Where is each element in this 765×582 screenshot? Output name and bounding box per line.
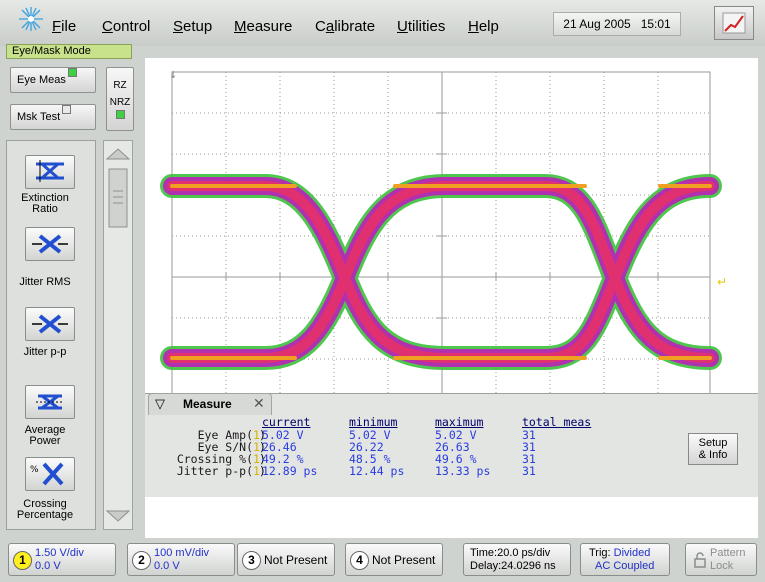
measurement-toolbar: Extinction Ratio Jitter RMS Jitter p-p Av…: [6, 140, 96, 530]
jitter-rms-button[interactable]: [25, 227, 75, 261]
graph-icon: [722, 12, 746, 34]
menu-control[interactable]: Control: [102, 18, 151, 35]
date-text: 21 Aug 2005: [563, 17, 631, 31]
msk-test-indicator: [62, 105, 72, 114]
header-maximum: maximum: [435, 415, 484, 429]
menu-measure[interactable]: Measure: [234, 18, 293, 35]
channel-4-badge: 4: [350, 551, 369, 570]
row-label: Jitter p-p(: [176, 464, 253, 478]
header-minimum: minimum: [349, 415, 398, 429]
extinction-ratio-icon: [36, 160, 64, 182]
eye-meas-label: Eye Meas: [17, 74, 66, 86]
row-label: Eye Amp(: [197, 428, 253, 442]
toolbar-scrollbar[interactable]: [103, 140, 133, 530]
rz-nrz-toggle[interactable]: RZ NRZ: [106, 67, 134, 131]
msk-test-button[interactable]: Msk Test: [10, 104, 96, 130]
menu-file[interactable]: File: [52, 18, 77, 35]
channel-marker: 1: [253, 428, 260, 442]
channel-2-button[interactable]: 2 100 mV/div 0.0 V: [127, 543, 235, 576]
average-power-label: Average Power: [24, 424, 66, 447]
header-current: current: [262, 415, 311, 429]
svg-text:%: %: [30, 465, 39, 475]
crossing-percentage-label: Crossing Percentage: [16, 499, 74, 521]
menu-calibrate[interactable]: Calibrate: [315, 18, 376, 35]
eye-meas-indicator: [67, 68, 77, 77]
measure-tab[interactable]: ▽ Measure ✕: [148, 393, 272, 415]
date-time-display: 21 Aug 2005 15:01: [553, 12, 681, 36]
channel-marker: 1: [253, 452, 260, 466]
quick-measure-button[interactable]: [714, 6, 754, 40]
paren: ): [259, 428, 266, 442]
scrollbar-graphics: [105, 148, 131, 522]
average-power-icon: [36, 394, 64, 410]
timebase-button[interactable]: Time:20.0 ps/div Delay:24.0296 ns: [463, 543, 571, 576]
msk-test-label: Msk Test: [17, 111, 61, 123]
row-label: Crossing %(: [176, 452, 253, 466]
jitter-rms-label: Jitter RMS: [19, 276, 71, 288]
paren: ): [259, 440, 266, 454]
starburst-logo-icon: [19, 7, 43, 31]
channel-1-badge: 1: [13, 551, 32, 570]
time-reference-marker: ↓: [169, 70, 177, 81]
average-power-button[interactable]: [25, 385, 75, 419]
channel-marker: 1: [253, 464, 260, 478]
mode-label: Eye/Mask Mode: [6, 44, 132, 59]
jitter-rms-icon: [32, 234, 68, 254]
close-icon[interactable]: ✕: [253, 395, 265, 411]
measure-tab-label: Measure: [183, 397, 232, 411]
extinction-ratio-label: Extinction Ratio: [21, 192, 69, 215]
nrz-indicator: [115, 110, 125, 119]
jitter-pp-button[interactable]: [25, 307, 75, 341]
channel-3-button[interactable]: 3 Not Present: [237, 543, 335, 576]
menu-utilities[interactable]: Utilities: [397, 18, 446, 35]
row-label: Eye S/N(: [197, 440, 253, 454]
crossing-percentage-button[interactable]: %: [25, 457, 75, 491]
channel-1-button[interactable]: 1 1.50 V/div 0.0 V: [8, 543, 116, 576]
time-text: 15:01: [640, 17, 671, 31]
eye-diagram: ↓ ↵: [160, 70, 727, 394]
setup-info-button[interactable]: Setup & Info: [688, 433, 738, 465]
eye-meas-button[interactable]: Eye Meas: [10, 67, 96, 93]
jitter-pp-label: Jitter p-p: [23, 346, 67, 358]
channel-4-button[interactable]: 4 Not Present: [345, 543, 443, 576]
channel-2-badge: 2: [132, 551, 151, 570]
lock-icon: [694, 552, 706, 568]
channel-marker: 1: [253, 440, 260, 454]
menu-help[interactable]: Help: [468, 18, 499, 35]
pattern-lock-button[interactable]: Pattern Lock: [685, 543, 757, 576]
crossing-percentage-icon: %: [30, 462, 64, 486]
trigger-level-marker: ↵: [717, 275, 727, 289]
eye-traces: [160, 174, 722, 370]
channel-3-badge: 3: [242, 551, 261, 570]
jitter-pp-icon: [32, 314, 68, 334]
paren: ): [259, 452, 266, 466]
paren: ): [259, 464, 266, 478]
extinction-ratio-button[interactable]: [25, 155, 75, 189]
rz-label: RZ: [113, 80, 127, 91]
trigger-button[interactable]: Trig: Divided AC Coupled: [580, 543, 670, 576]
collapse-chevron-icon[interactable]: ▽: [155, 396, 165, 411]
menu-setup[interactable]: Setup: [173, 18, 213, 35]
nrz-label: NRZ: [109, 97, 131, 108]
header-total-meas: total meas: [522, 415, 592, 429]
